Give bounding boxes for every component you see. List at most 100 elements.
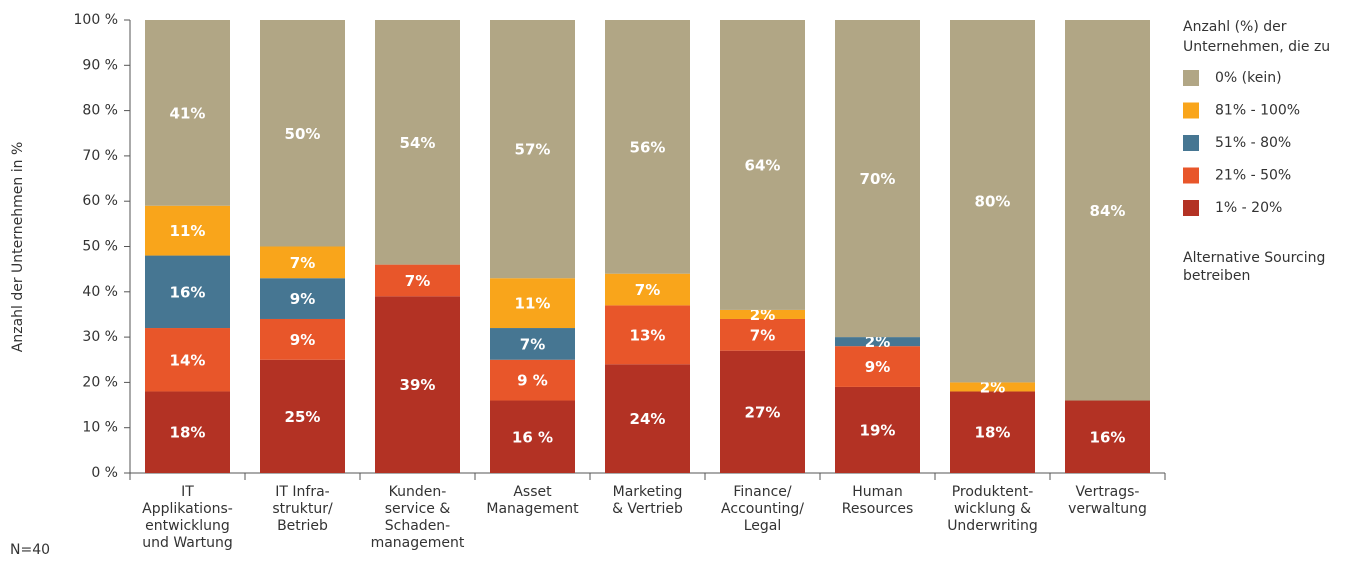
x-tick-label: IT Infra- <box>275 484 329 500</box>
y-tick-label: 30 % <box>82 329 118 345</box>
bar-segment <box>1065 400 1150 473</box>
legend-note: betreiben <box>1183 268 1250 284</box>
x-tick-label: Betrieb <box>277 518 328 534</box>
value-label: 7% <box>405 272 430 290</box>
bar-segment <box>835 337 920 347</box>
legend-label: 51% - 80% <box>1215 135 1291 151</box>
value-label: 19% <box>860 421 896 439</box>
y-tick-label: 0 % <box>91 465 118 481</box>
x-tick-label: Asset <box>513 484 552 500</box>
bar-segment <box>605 273 690 306</box>
value-label: 57% <box>515 141 551 159</box>
x-tick-label: Kunden- <box>389 484 447 500</box>
value-label: 2% <box>980 378 1005 396</box>
bar-segment <box>260 359 345 473</box>
x-tick-label: Vertrags- <box>1076 484 1140 500</box>
legend-label: 1% - 20% <box>1215 200 1282 216</box>
value-label: 80% <box>975 193 1011 211</box>
value-label: 24% <box>630 410 666 428</box>
bar-segment <box>605 20 690 274</box>
value-label: 27% <box>745 403 781 421</box>
value-label: 16 % <box>512 428 553 446</box>
bar-segment <box>1065 20 1150 401</box>
value-label: 11% <box>170 222 206 240</box>
bar-segment <box>490 278 575 329</box>
x-tick-label: Applikations- <box>142 501 233 517</box>
legend-label: 81% - 100% <box>1215 103 1300 119</box>
x-tick-label: Produktent- <box>952 484 1034 500</box>
x-tick-label: Legal <box>744 518 782 534</box>
y-tick-label: 40 % <box>82 284 118 300</box>
y-tick-label: 20 % <box>82 374 118 390</box>
legend-swatch <box>1183 167 1199 184</box>
y-tick-label: 100 % <box>74 12 118 28</box>
value-label: 9% <box>865 358 890 376</box>
x-tick-label: Schaden- <box>385 518 450 534</box>
value-label: 18% <box>975 424 1011 442</box>
value-label: 7% <box>635 281 660 299</box>
legend-label: 0% (kein) <box>1215 70 1282 86</box>
value-label: 7% <box>520 335 545 353</box>
bar-segment <box>145 328 230 392</box>
x-tick-label: und Wartung <box>142 535 233 551</box>
bar-segment <box>145 255 230 329</box>
value-label: 14% <box>170 351 206 369</box>
x-tick-label: wicklung & <box>954 501 1031 517</box>
x-tick-label: management <box>371 535 465 551</box>
bar-segment <box>260 318 345 360</box>
y-tick-label: 70 % <box>82 148 118 164</box>
bar-segment <box>490 400 575 473</box>
bar-segment <box>605 305 690 365</box>
bar-segment <box>260 20 345 247</box>
legend-note: Alternative Sourcing <box>1183 250 1325 266</box>
value-label: 84% <box>1090 202 1126 220</box>
value-label: 18% <box>170 424 206 442</box>
value-label: 70% <box>860 170 896 188</box>
value-label: 16% <box>1090 428 1126 446</box>
bar-segment <box>260 278 345 319</box>
x-tick-label: entwicklung <box>145 518 230 534</box>
value-label: 2% <box>750 306 775 324</box>
bar-segment <box>950 391 1035 473</box>
legend-title: Unternehmen, die zu <box>1183 39 1330 55</box>
bar-segment <box>375 296 460 473</box>
legend-swatch <box>1183 135 1199 151</box>
value-label: 64% <box>745 156 781 174</box>
value-label: 39% <box>400 376 436 394</box>
value-label: 7% <box>750 326 775 344</box>
bar-segment <box>835 386 920 473</box>
x-tick-label: service & <box>385 501 451 517</box>
bar-segment <box>605 364 690 473</box>
y-tick-label: 90 % <box>82 57 118 73</box>
value-label: 2% <box>865 333 890 351</box>
x-tick-label: verwaltung <box>1068 501 1147 517</box>
bar-segment <box>145 391 230 473</box>
bar-segment <box>950 382 1035 392</box>
x-tick-label: struktur/ <box>272 501 333 517</box>
bar-segment <box>490 359 575 401</box>
y-axis-label: Anzahl der Unternehmen in % <box>10 142 26 352</box>
bar-segment <box>260 246 345 279</box>
bar-segment <box>720 309 805 319</box>
bar-segment <box>835 20 920 338</box>
note: N=40 <box>10 542 50 558</box>
value-label: 9% <box>290 331 315 349</box>
value-label: 16% <box>170 283 206 301</box>
legend-label: 21% - 50% <box>1215 168 1291 184</box>
bar-segment <box>720 20 805 310</box>
y-tick-label: 10 % <box>82 420 118 436</box>
x-tick-label: IT <box>181 484 194 500</box>
bar-segment <box>720 350 805 473</box>
bar-segment <box>720 318 805 351</box>
x-tick-label: & Vertrieb <box>612 501 683 517</box>
value-label: 54% <box>400 134 436 152</box>
x-tick-label: Marketing <box>613 484 683 500</box>
legend-swatch <box>1183 200 1199 216</box>
bar-segment <box>835 346 920 387</box>
y-tick-label: 80 % <box>82 103 118 119</box>
x-tick-label: Underwriting <box>947 518 1038 534</box>
value-label: 41% <box>170 104 206 122</box>
bar-segment <box>145 205 230 256</box>
legend-swatch <box>1183 70 1199 86</box>
